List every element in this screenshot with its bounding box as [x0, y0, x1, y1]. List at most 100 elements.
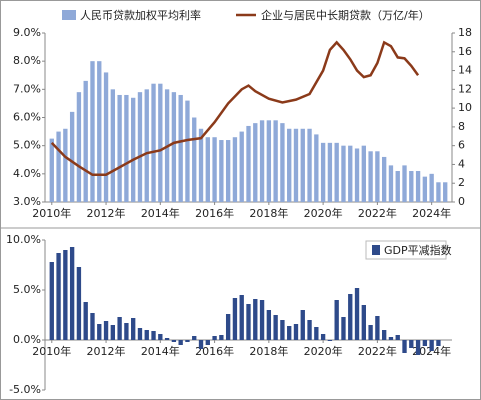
x-tick-label: 2018年	[249, 206, 288, 220]
y-tick-label: 7.0%	[13, 82, 41, 95]
bar	[415, 340, 421, 355]
bar	[185, 100, 190, 202]
bar	[63, 250, 68, 340]
bar	[239, 131, 244, 202]
bar	[280, 123, 285, 202]
bar	[97, 324, 102, 340]
bar	[69, 247, 75, 340]
bar	[388, 165, 394, 202]
bar	[354, 148, 360, 202]
bar	[327, 340, 333, 341]
bar	[293, 128, 299, 202]
legend-label: 人民币贷款加权平均利率	[80, 8, 201, 22]
bar	[436, 182, 441, 202]
bar	[69, 111, 75, 202]
bar	[117, 94, 122, 202]
bar	[334, 300, 339, 340]
bar	[90, 61, 95, 202]
bar	[300, 310, 305, 340]
bar	[63, 128, 68, 202]
y-tick-label: 6.0%	[13, 111, 41, 124]
y-tick-label: 10.0%	[6, 233, 41, 246]
bar	[402, 340, 407, 353]
bar	[212, 137, 217, 202]
bar	[205, 340, 210, 345]
y2-tick-label: 12	[458, 82, 472, 95]
bar	[395, 335, 400, 340]
x-tick-label: 2014年	[141, 344, 180, 358]
bar	[212, 336, 217, 340]
bar	[388, 337, 394, 340]
bar	[348, 145, 353, 202]
x-tick-label: 2012年	[87, 344, 126, 358]
y-tick-label: 4.0%	[13, 167, 41, 180]
bar	[239, 295, 244, 340]
bar	[246, 304, 251, 340]
bar	[219, 335, 224, 340]
bar	[90, 313, 95, 340]
x-tick-label: 2020年	[304, 206, 343, 220]
x-tick-label: 2010年	[32, 206, 71, 220]
bar	[307, 128, 312, 202]
bar	[422, 176, 428, 202]
bar	[422, 340, 428, 346]
x-tick-label: 2014年	[141, 206, 180, 220]
bar	[144, 89, 149, 202]
bar	[375, 151, 380, 202]
bar	[225, 314, 231, 340]
bar	[273, 315, 278, 340]
y2-tick-label: 6	[458, 139, 465, 152]
bar	[361, 145, 366, 202]
bar	[97, 61, 102, 202]
bar	[341, 145, 346, 202]
bar	[205, 137, 210, 202]
bar	[158, 334, 163, 340]
bar	[287, 326, 292, 340]
bar	[151, 83, 156, 202]
bar	[320, 142, 326, 202]
bar	[300, 128, 305, 202]
bar	[348, 294, 353, 340]
y2-tick-label: 16	[458, 45, 472, 58]
bar	[320, 334, 326, 340]
bar	[137, 328, 143, 340]
y-tick-label: 8.0%	[13, 54, 41, 67]
bar	[253, 123, 258, 202]
bar	[395, 171, 400, 202]
bar	[198, 128, 204, 202]
bar	[381, 156, 387, 202]
x-tick-label: 2016年	[195, 206, 234, 220]
bar	[409, 171, 414, 202]
bar	[103, 321, 109, 340]
bar	[402, 165, 407, 202]
bar	[158, 83, 163, 202]
bar	[375, 316, 380, 340]
y-tick-label: 9.0%	[13, 26, 41, 39]
bar	[171, 340, 177, 342]
bar	[273, 120, 278, 202]
bar	[76, 92, 82, 202]
bar	[409, 340, 414, 348]
bar	[56, 253, 61, 340]
bar	[49, 262, 54, 340]
x-tick-label: 2022年	[358, 206, 397, 220]
bar	[232, 298, 238, 340]
bar	[164, 338, 170, 340]
bar	[117, 317, 122, 340]
bar	[307, 320, 312, 340]
y2-tick-label: 8	[458, 120, 465, 133]
x-tick-label: 2016年	[195, 344, 234, 358]
bar	[314, 327, 319, 340]
bar	[49, 138, 54, 202]
bar	[443, 182, 448, 202]
bar	[225, 140, 231, 202]
bar	[144, 330, 149, 340]
bar	[124, 94, 129, 202]
y-tick-label: 0.0%	[13, 333, 41, 346]
bar	[341, 317, 346, 340]
bar	[171, 92, 177, 202]
bar	[103, 72, 109, 202]
bar	[151, 331, 156, 340]
bar	[83, 302, 88, 340]
